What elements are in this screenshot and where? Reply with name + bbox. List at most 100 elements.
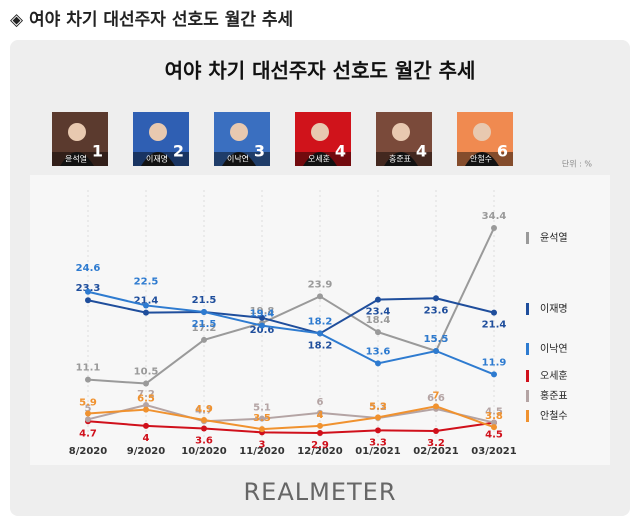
value-label: 18.2 bbox=[308, 340, 333, 351]
value-label: 3.3 bbox=[369, 437, 387, 448]
value-label: 4 bbox=[143, 433, 150, 444]
photo-body bbox=[141, 152, 175, 166]
legend-swatch bbox=[526, 303, 529, 315]
value-label: 34.4 bbox=[482, 211, 507, 222]
point-marker bbox=[201, 336, 207, 343]
legend-swatch bbox=[526, 390, 529, 402]
value-label: 21.4 bbox=[482, 320, 507, 331]
candidate-card: 이낙연 3 bbox=[214, 112, 270, 166]
value-label: 5.3 bbox=[369, 401, 387, 412]
point-marker bbox=[143, 422, 149, 429]
series-line bbox=[87, 403, 495, 424]
x-tick-label: 03/2021 bbox=[471, 446, 516, 457]
point-marker bbox=[317, 409, 323, 416]
value-label: 5.2 bbox=[369, 402, 387, 413]
value-label: 5.9 bbox=[79, 397, 97, 408]
photo-head bbox=[392, 123, 410, 141]
name-plate bbox=[457, 152, 513, 166]
point-marker bbox=[201, 416, 207, 423]
unit-label: 단위 : % bbox=[562, 159, 593, 169]
point-marker bbox=[143, 302, 149, 309]
legend-label: 이낙연 bbox=[540, 343, 568, 355]
point-marker bbox=[317, 422, 323, 429]
value-label: 2.9 bbox=[311, 440, 329, 451]
value-label: 19.8 bbox=[250, 306, 275, 317]
value-label: 6.6 bbox=[427, 393, 445, 404]
point-marker bbox=[259, 322, 265, 329]
card-name: 이낙연 bbox=[227, 154, 249, 164]
x-tick-label: 12/2020 bbox=[297, 446, 342, 457]
x-tick-label: 11/2020 bbox=[239, 446, 284, 457]
value-label: 23.6 bbox=[424, 305, 449, 316]
card-name: 이재명 bbox=[146, 154, 168, 164]
point-marker bbox=[433, 295, 439, 302]
point-marker bbox=[375, 296, 381, 303]
card-rank: 1 bbox=[92, 142, 103, 161]
series-line bbox=[87, 405, 495, 431]
card-name: 윤석열 bbox=[65, 154, 87, 164]
legend-label: 윤석열 bbox=[540, 232, 568, 244]
value-label: 11.1 bbox=[76, 363, 101, 374]
value-label: 13.6 bbox=[366, 346, 391, 357]
chart-title: 여야 차기 대선주자 선호도 월간 추세 bbox=[165, 59, 476, 83]
page-title: ◈ 여야 차기 대선주자 선호도 월간 추세 bbox=[10, 10, 293, 30]
legend-label: 홍준표 bbox=[540, 389, 568, 402]
card-rank: 3 bbox=[254, 142, 265, 161]
candidate-card: 홍준표 4 bbox=[376, 112, 432, 166]
value-label: 15.5 bbox=[424, 334, 449, 345]
point-marker bbox=[375, 427, 381, 434]
value-label: 10.5 bbox=[134, 367, 159, 378]
point-marker bbox=[491, 424, 497, 431]
card-name: 안철수 bbox=[470, 154, 492, 164]
x-tick-label: 9/2020 bbox=[127, 446, 165, 457]
photo-head bbox=[230, 123, 248, 141]
point-marker bbox=[259, 415, 265, 422]
candidate-card: 안철수 6 bbox=[457, 112, 513, 166]
value-label: 5 bbox=[85, 403, 92, 414]
value-label: 22.5 bbox=[134, 276, 159, 287]
value-label: 4.9 bbox=[195, 404, 213, 415]
point-marker bbox=[259, 314, 265, 321]
value-label: 4.5 bbox=[485, 430, 503, 441]
point-marker bbox=[375, 329, 381, 336]
series-line bbox=[87, 290, 495, 376]
point-marker bbox=[375, 414, 381, 421]
candidate-card: 윤석열 1 bbox=[52, 112, 108, 166]
point-marker bbox=[143, 406, 149, 413]
value-label: 6 bbox=[317, 397, 324, 408]
point-marker bbox=[317, 430, 323, 436]
value-label: 21.5 bbox=[192, 319, 217, 330]
value-label: 3.2 bbox=[427, 438, 445, 449]
point-marker bbox=[85, 410, 91, 417]
legend-label: 이재명 bbox=[540, 303, 568, 315]
name-plate bbox=[376, 152, 432, 166]
value-label: 4.7 bbox=[79, 428, 97, 439]
x-tick-label: 02/2021 bbox=[413, 446, 458, 457]
value-label: 23.3 bbox=[76, 283, 101, 294]
value-label: 19.4 bbox=[250, 309, 275, 320]
legend-swatch bbox=[526, 232, 529, 244]
value-label: 21.5 bbox=[192, 295, 217, 306]
point-marker bbox=[85, 288, 91, 295]
point-marker bbox=[433, 428, 439, 435]
point-marker bbox=[375, 360, 381, 367]
candidate-card: 오세훈 4 bbox=[295, 112, 351, 166]
point-marker bbox=[85, 297, 91, 304]
point-marker bbox=[143, 380, 149, 387]
value-label: 23.4 bbox=[366, 307, 391, 318]
value-label: 3.5 bbox=[253, 413, 271, 424]
series-line bbox=[87, 420, 495, 435]
point-marker bbox=[317, 330, 323, 337]
value-label: 7.2 bbox=[137, 389, 155, 400]
legend-swatch bbox=[526, 410, 529, 422]
point-marker bbox=[317, 293, 323, 300]
name-plate bbox=[52, 152, 108, 166]
point-marker bbox=[491, 309, 497, 316]
x-tick-label: 10/2020 bbox=[181, 446, 226, 457]
photo-body bbox=[465, 152, 499, 166]
card-rank: 6 bbox=[497, 142, 508, 161]
point-marker bbox=[85, 376, 91, 383]
point-marker bbox=[85, 416, 91, 423]
